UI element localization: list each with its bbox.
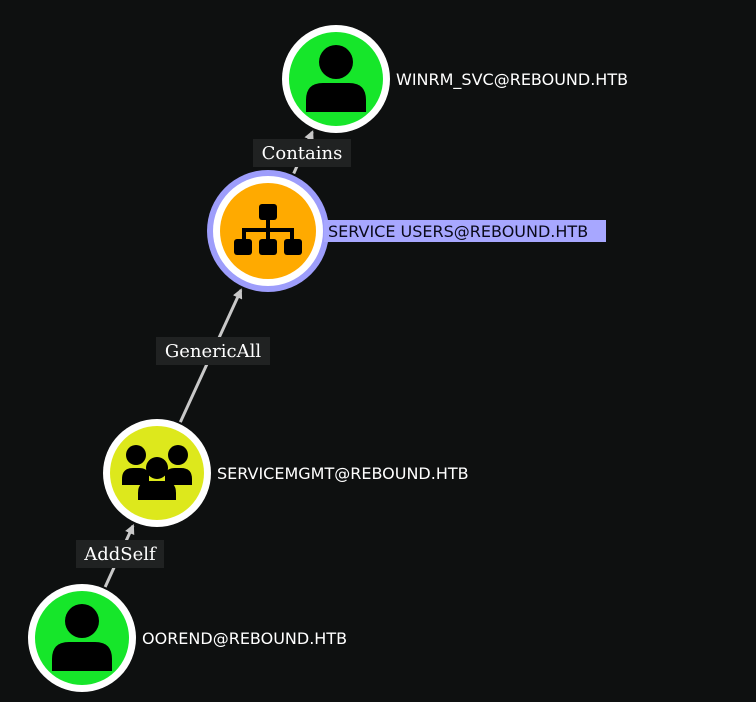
node-service-users[interactable]: SERVICE USERS@REBOUND.HTB	[207, 170, 606, 292]
edge-label-genericall-text: GenericAll	[165, 341, 261, 362]
node-servicemgmt[interactable]: SERVICEMGMT@REBOUND.HTB	[103, 419, 469, 527]
edge-label-contains-text: Contains	[262, 143, 343, 164]
edge-label-addself[interactable]: AddSelf	[76, 540, 164, 568]
node-label-servicemgmt: SERVICEMGMT@REBOUND.HTB	[217, 464, 469, 483]
node-oorend[interactable]: OOREND@REBOUND.HTB	[28, 584, 347, 692]
node-label-winrm-svc: WINRM_SVC@REBOUND.HTB	[396, 70, 628, 90]
node-winrm-svc[interactable]: WINRM_SVC@REBOUND.HTB	[282, 25, 628, 133]
user-icon	[306, 45, 366, 112]
group-icon	[122, 445, 192, 500]
edge-label-genericall[interactable]: GenericAll	[156, 337, 270, 365]
edge-label-addself-text: AddSelf	[83, 544, 157, 565]
node-label-service-users: SERVICE USERS@REBOUND.HTB	[328, 222, 588, 241]
org-chart-icon	[234, 204, 302, 255]
edge-label-contains[interactable]: Contains	[253, 139, 351, 167]
node-label-oorend: OOREND@REBOUND.HTB	[142, 629, 347, 648]
user-icon	[52, 604, 112, 671]
